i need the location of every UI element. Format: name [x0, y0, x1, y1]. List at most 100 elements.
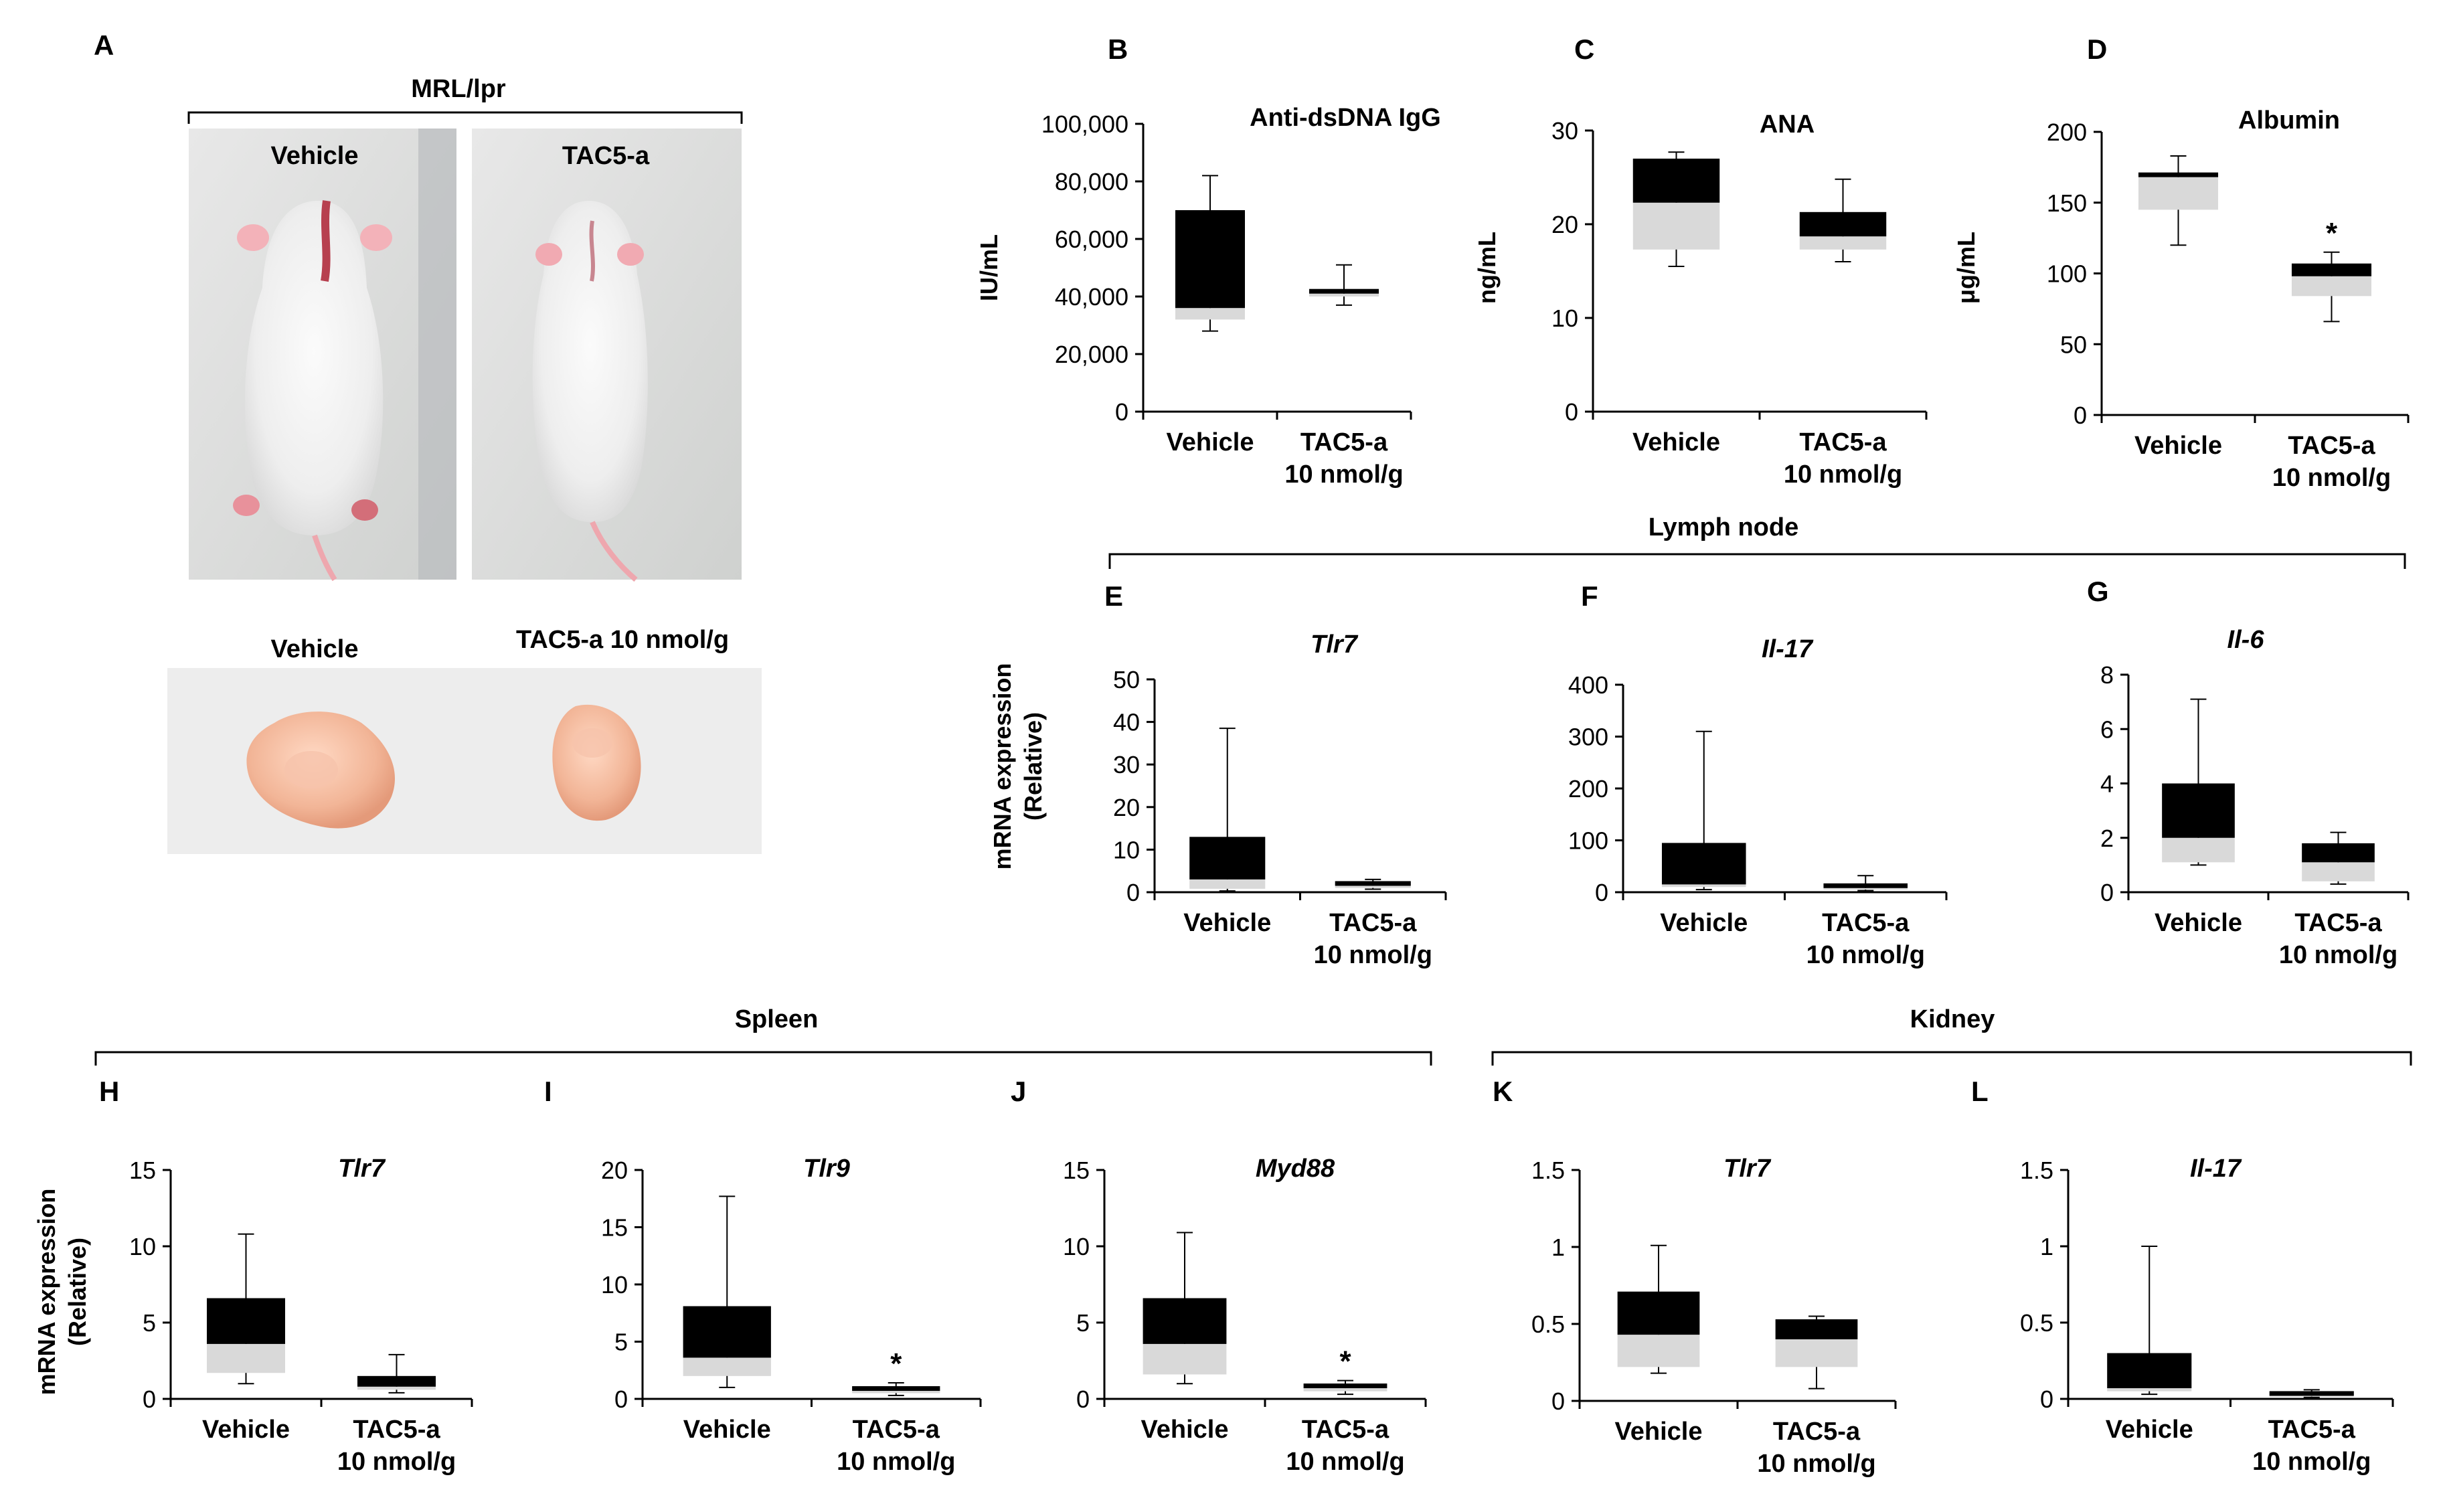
y-tick-label-g-2: 4 — [2100, 770, 2114, 798]
y-tick-label-f-2: 200 — [1568, 775, 1608, 803]
ylabel-mrna-spleen: mRNA expression (Relative) — [33, 1189, 91, 1396]
box-lower-h-tac5a — [357, 1386, 436, 1390]
y-tick-label-d-4: 200 — [2047, 118, 2087, 146]
panel-letter-j: J — [1011, 1076, 1026, 1107]
x-tick-label-d-dose: 10 nmol/g — [2272, 464, 2391, 492]
photo-lymph-nodes — [167, 668, 762, 854]
y-tick-label-g-4: 8 — [2100, 661, 2114, 689]
chart-title-g: Il-6 — [2227, 626, 2265, 654]
box-upper-k-vehicle — [1617, 1291, 1700, 1335]
y-tick-label-g-0: 0 — [2100, 879, 2114, 906]
chart-panel-c: C ANA ng/mL 0 10 20 30 Vehicle TAC5-a 10 nmol/g — [1473, 33, 1928, 489]
ylabel-mrna-lymph: mRNA expression (Relative) — [989, 663, 1047, 870]
y-tick-label-l-1: 0.5 — [2020, 1309, 2053, 1337]
y-tick-label-b-5: 100,000 — [1041, 110, 1128, 138]
box-lower-f-vehicle — [1661, 884, 1746, 888]
x-tick-label-j-vehicle: Vehicle — [1141, 1416, 1229, 1444]
y-tick-label-b-4: 80,000 — [1055, 168, 1128, 195]
panel-letter-c: C — [1574, 33, 1594, 65]
box-upper-e-tac5a — [1335, 881, 1411, 886]
bracket-lymph-node — [1108, 553, 2406, 569]
x-tick-label-b-dose: 10 nmol/g — [1284, 460, 1403, 489]
box-lower-d-tac5a — [2291, 276, 2372, 297]
y-tick-label-g-3: 6 — [2100, 716, 2114, 743]
box-upper-h-vehicle — [207, 1298, 285, 1344]
x-tick-label-c-dose: 10 nmol/g — [1784, 460, 1902, 489]
y-tick-label-j-3: 15 — [1063, 1157, 1090, 1184]
y-tick-label-g-1: 2 — [2100, 825, 2114, 852]
panel-letter-f: F — [1581, 580, 1598, 612]
chart-title-i: Tlr9 — [803, 1155, 850, 1183]
chart-panel-h: H Tlr7 0 5 10 15 Vehicle TAC5-a 10 nmol/g — [99, 1076, 473, 1476]
chart-panel-g: G Il-6 0 2 4 6 8 Vehicle TAC5-a 10 nmol/g — [2087, 576, 2410, 969]
x-tick-label-h-dose: 10 nmol/g — [337, 1448, 456, 1476]
chart-panel-i: I Tlr9 0 5 10 15 20 Vehicle TAC5-a 10 nmol/g * — [544, 1076, 982, 1476]
box-lower-k-tac5a — [1775, 1339, 1858, 1367]
y-tick-label-e-5: 50 — [1113, 666, 1140, 693]
chart-title-e: Tlr7 — [1311, 631, 1359, 659]
x-tick-label-k-dose: 10 nmol/g — [1757, 1450, 1875, 1478]
y-tick-label-e-1: 10 — [1113, 836, 1140, 863]
y-tick-label-k-1: 0.5 — [1531, 1311, 1565, 1338]
x-tick-label-l-vehicle: Vehicle — [2106, 1416, 2193, 1444]
photo-top-right-label: TAC5-a — [562, 142, 650, 170]
x-tick-label-e-tac5a: TAC5-a — [1329, 909, 1417, 937]
photo-bottom-left-label: Vehicle — [271, 635, 359, 663]
x-tick-label-j-dose: 10 nmol/g — [1286, 1448, 1404, 1476]
box-upper-j-tac5a — [1303, 1383, 1387, 1389]
x-tick-label-f-vehicle: Vehicle — [1660, 909, 1748, 937]
chart-panel-j: J Myd88 0 5 10 15 Vehicle TAC5-a 10 nmol/g * — [1011, 1076, 1427, 1476]
panel-letter-l: L — [1971, 1076, 1989, 1107]
x-tick-label-k-vehicle: Vehicle — [1615, 1418, 1703, 1446]
y-tick-label-f-1: 100 — [1568, 827, 1608, 855]
x-tick-label-k-tac5a: TAC5-a — [1773, 1418, 1861, 1446]
box-lower-f-tac5a — [1823, 888, 1908, 890]
box-lower-i-tac5a — [852, 1391, 940, 1394]
y-tick-label-h-2: 10 — [129, 1233, 156, 1260]
x-tick-label-h-tac5a: TAC5-a — [353, 1416, 440, 1444]
y-tick-label-f-4: 400 — [1568, 671, 1608, 699]
x-tick-label-e-dose: 10 nmol/g — [1314, 941, 1432, 969]
box-lower-l-vehicle — [2107, 1388, 2192, 1392]
significance-marker-d-tac5a: * — [2326, 217, 2338, 250]
ylabel-mrna-spleen-line1: mRNA expression — [33, 1189, 60, 1396]
box-lower-c-vehicle — [1632, 202, 1720, 250]
photo-bottom-right-label: TAC5-a 10 nmol/g — [516, 626, 729, 654]
box-upper-i-tac5a — [852, 1386, 940, 1392]
x-tick-label-g-tac5a: TAC5-a — [2294, 909, 2382, 937]
box-lower-c-tac5a — [1799, 236, 1887, 250]
x-tick-label-i-vehicle: Vehicle — [683, 1416, 771, 1444]
box-upper-h-tac5a — [357, 1375, 436, 1387]
x-tick-label-f-tac5a: TAC5-a — [1822, 909, 1910, 937]
y-tick-label-f-0: 0 — [1595, 879, 1608, 906]
bracket-spleen — [94, 1051, 1432, 1066]
panel-letter-k: K — [1493, 1076, 1513, 1107]
y-tick-label-b-3: 60,000 — [1055, 226, 1128, 253]
chart-title-b: Anti-dsDNA IgG — [1250, 104, 1441, 132]
chart-title-k: Tlr7 — [1723, 1155, 1772, 1183]
chart-panel-e: E Tlr7 0 10 20 30 40 50 Vehicle TAC5-a 10 nmol/g — [1104, 580, 1447, 969]
panel-letter-e: E — [1104, 580, 1123, 612]
y-tick-label-b-1: 20,000 — [1055, 341, 1128, 368]
box-upper-f-tac5a — [1823, 883, 1908, 888]
significance-marker-i-tac5a: * — [890, 1347, 902, 1380]
y-tick-label-b-0: 0 — [1115, 398, 1128, 426]
x-tick-label-c-vehicle: Vehicle — [1632, 428, 1720, 456]
y-tick-label-j-0: 0 — [1076, 1385, 1090, 1413]
y-tick-label-j-1: 5 — [1076, 1309, 1090, 1337]
section-label-lymph-node: Lymph node — [1649, 513, 1798, 541]
box-upper-g-vehicle — [2162, 783, 2235, 838]
section-kidney: Kidney — [1491, 1005, 2412, 1066]
y-tick-label-k-3: 1.5 — [1531, 1157, 1565, 1184]
box-upper-f-vehicle — [1661, 843, 1746, 885]
chart-title-d: Albumin — [2238, 106, 2340, 135]
significance-marker-j-tac5a: * — [1339, 1345, 1351, 1378]
chart-panel-b: B Anti-dsDNA IgG IU/mL 0 20,000 40,000 60,000 8… — [975, 33, 1441, 489]
chart-title-l: Il-17 — [2190, 1155, 2242, 1183]
y-tick-label-f-3: 300 — [1568, 724, 1608, 751]
ylabel-mrna-lymph-line2: (Relative) — [1019, 712, 1047, 821]
panel-letter-d: D — [2087, 33, 2107, 65]
y-tick-label-h-3: 15 — [129, 1157, 156, 1184]
y-tick-label-e-2: 20 — [1113, 794, 1140, 821]
box-upper-l-vehicle — [2107, 1353, 2192, 1389]
